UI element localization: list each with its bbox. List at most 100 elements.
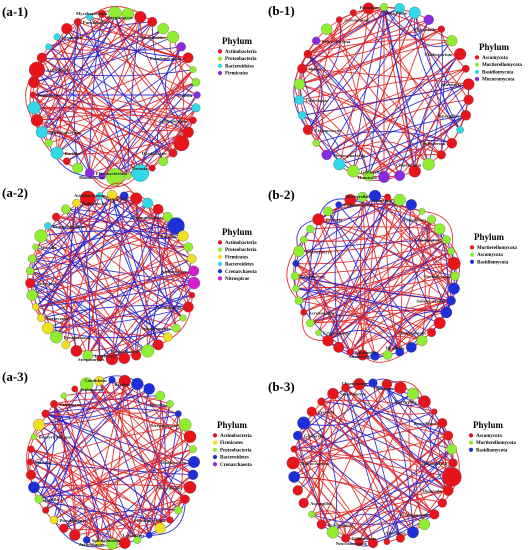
- network-node: [180, 494, 190, 504]
- network-node: [59, 523, 69, 533]
- edge: [30, 474, 76, 536]
- node-label: Cladosporium: [425, 52, 453, 57]
- edge: [56, 36, 198, 96]
- network-node: [182, 52, 194, 64]
- edge: [297, 435, 334, 533]
- edge: [399, 8, 467, 116]
- network-node: [408, 165, 421, 178]
- legend-swatch: [217, 247, 223, 252]
- node-label: Plectosphaerella: [333, 153, 366, 158]
- edge: [55, 216, 184, 319]
- edge: [332, 393, 401, 539]
- edge: [298, 275, 456, 302]
- legend-swatch: [468, 433, 474, 438]
- network-node: [335, 16, 343, 24]
- network-node: [157, 23, 169, 35]
- network-node: [335, 201, 343, 209]
- network-node: [187, 469, 199, 480]
- network-node: [96, 192, 104, 200]
- edge: [32, 94, 189, 133]
- network-node: [174, 410, 182, 418]
- network-node: [183, 481, 197, 494]
- network-node: [427, 215, 436, 224]
- edge: [53, 403, 100, 544]
- edge: [368, 7, 453, 42]
- network-node: [53, 33, 61, 41]
- legend-label: Proteobacteria: [220, 448, 252, 453]
- network-node: [418, 518, 431, 530]
- edge: [53, 403, 186, 500]
- edge: [345, 387, 435, 415]
- edge: [345, 435, 449, 539]
- network-panel: (b-3) Chaetomium Fusarium Mortierella Penici…: [268, 378, 516, 549]
- edge: [307, 53, 323, 131]
- network-node: [121, 7, 134, 21]
- network-node: [381, 379, 393, 390]
- network-node: [189, 116, 197, 125]
- node-label: Mucor: [309, 67, 322, 72]
- network-node: [462, 78, 475, 91]
- network-panel: (a-3) Candidatus Bacillus Devosia Streptomyc…: [2, 369, 252, 550]
- network-node: [394, 170, 405, 181]
- edge: [338, 147, 385, 178]
- edge: [76, 202, 195, 284]
- node-label: Devosia: [150, 402, 166, 407]
- edge: [48, 143, 103, 177]
- edge: [307, 39, 452, 55]
- edge: [439, 228, 449, 313]
- network-node: [29, 91, 37, 99]
- edge: [38, 424, 49, 500]
- node-label: Penicillium: [385, 11, 407, 16]
- node-label: Arthrobacter: [46, 68, 72, 73]
- network-node: [302, 124, 313, 135]
- edge: [31, 225, 177, 260]
- network-node: [60, 392, 67, 399]
- legend-title: Phylum: [217, 420, 248, 430]
- node-label: Nitrospira: [37, 281, 58, 286]
- legend-label: Mucoromycota: [482, 78, 515, 83]
- network-node: [447, 256, 461, 271]
- edge: [349, 300, 452, 353]
- node-label: Gibberella: [361, 169, 383, 174]
- edge: [298, 300, 423, 342]
- edge: [35, 270, 194, 308]
- edge: [29, 461, 125, 544]
- network-node: [286, 456, 300, 470]
- edge: [165, 57, 189, 154]
- network-node: [407, 387, 419, 400]
- edge: [297, 435, 414, 533]
- node-label: Rhodococcus: [161, 460, 187, 465]
- network-node: [25, 469, 37, 480]
- edge: [292, 383, 388, 464]
- network-node: [44, 222, 52, 230]
- network-node: [86, 13, 94, 21]
- node-label: Flavisolibacter: [111, 349, 140, 354]
- network-node: [306, 318, 315, 328]
- edge: [386, 383, 454, 464]
- phylum-legend: Phylum Ascomycota Mortierellomycota Basidio…: [468, 420, 516, 453]
- node-label: Fusarium: [373, 198, 392, 203]
- edge: [295, 204, 340, 289]
- network-node: [178, 418, 192, 432]
- network-node: [179, 314, 187, 322]
- legend-swatch: [469, 245, 475, 250]
- legend-label: Actinobacteria: [225, 241, 257, 246]
- legend-label: Firmicutes: [225, 255, 248, 260]
- network-node: [293, 78, 306, 90]
- node-label: Trichoderma: [424, 274, 450, 279]
- legend-swatch: [469, 252, 475, 257]
- network-node: [316, 519, 327, 530]
- network-node: [118, 374, 131, 388]
- network-node: [405, 341, 417, 353]
- edge: [48, 12, 116, 48]
- edge-layer: [25, 6, 198, 189]
- edge: [35, 194, 113, 248]
- edge: [41, 13, 103, 133]
- network-node: [94, 376, 105, 386]
- network-node: [183, 430, 197, 443]
- edge: [36, 114, 194, 121]
- panel-label: (a-2): [2, 185, 28, 200]
- network-node: [62, 157, 71, 166]
- edge: [424, 401, 454, 464]
- edge: [298, 28, 327, 100]
